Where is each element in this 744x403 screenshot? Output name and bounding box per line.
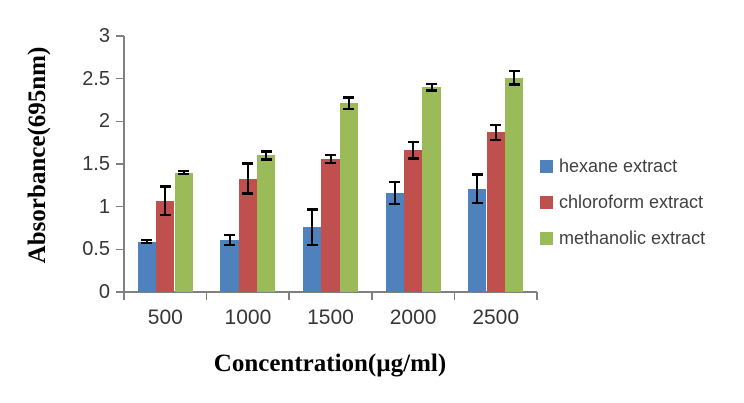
error-bar-cap-top-methanolic-extract-2500 [508, 69, 520, 73]
error-bar-cap-bottom-methanolic-extract-2000 [426, 89, 437, 92]
x-axis-title: Concentration(µg/ml) [213, 350, 447, 377]
y-tick-label: 1 [98, 195, 110, 218]
y-tick [116, 120, 124, 123]
error-bar-cap-top-chloroform-extract-1500 [325, 153, 336, 157]
error-bar-cap-bottom-hexane-extract-2500 [471, 201, 483, 205]
y-tick-label: 2.5 [82, 67, 110, 90]
error-bar-methanolic-extract-1000 [265, 151, 268, 160]
y-tick-label: 0.5 [82, 238, 110, 261]
error-bar-cap-bottom-methanolic-extract-1500 [343, 107, 355, 111]
y-tick-label: 2 [98, 110, 110, 133]
error-bar-hexane-extract-500 [145, 239, 148, 244]
error-bar-cap-bottom-chloroform-extract-1500 [325, 161, 336, 165]
error-bar-chloroform-extract-1500 [329, 154, 332, 164]
bar-chloroform-extract-2500 [486, 132, 505, 292]
x-category-label: 500 [147, 306, 183, 329]
error-bar-cap-bottom-hexane-extract-500 [141, 241, 153, 245]
y-tick [116, 163, 124, 165]
y-tick [116, 248, 124, 251]
bar-methanolic-extract-2500 [504, 77, 524, 292]
error-bar-cap-bottom-chloroform-extract-500 [159, 213, 171, 217]
error-bar-cap-top-hexane-extract-2000 [389, 180, 401, 184]
x-tick [536, 292, 538, 300]
x-category-label: 2000 [389, 306, 437, 329]
error-bar-hexane-extract-2000 [393, 181, 396, 205]
error-bar-cap-top-hexane-extract-1000 [224, 233, 235, 237]
x-tick [371, 292, 373, 300]
y-tick-label: 1.5 [82, 153, 110, 175]
x-category-label: 1500 [307, 306, 354, 329]
bar-hexane-extract-2500 [468, 188, 487, 292]
bar-chloroform-extract-500 [156, 200, 175, 292]
error-bar-cap-top-chloroform-extract-2000 [407, 140, 419, 144]
y-tick [116, 35, 124, 37]
error-bar-methanolic-extract-500 [182, 170, 185, 175]
error-bar-cap-top-methanolic-extract-1000 [260, 150, 272, 153]
error-bar-cap-top-hexane-extract-500 [141, 238, 153, 242]
bar-hexane-extract-500 [137, 241, 157, 292]
bar-methanolic-extract-1500 [339, 103, 359, 292]
error-bar-cap-top-methanolic-extract-2000 [426, 82, 437, 86]
error-bar-hexane-extract-1500 [311, 209, 314, 246]
error-bar-cap-bottom-hexane-extract-1500 [306, 243, 318, 247]
error-bar-cap-top-methanolic-extract-1500 [343, 96, 355, 99]
x-category-label: 2500 [472, 306, 520, 329]
error-bar-methanolic-extract-2000 [430, 83, 433, 91]
x-axis-line [124, 291, 537, 293]
error-bar-cap-bottom-methanolic-extract-2500 [508, 83, 520, 86]
bar-chloroform-extract-2000 [403, 150, 423, 292]
error-bar-cap-bottom-chloroform-extract-2000 [407, 157, 419, 160]
bar-methanolic-extract-2000 [422, 87, 441, 292]
bar-methanolic-extract-1000 [257, 155, 276, 292]
error-bar-cap-top-hexane-extract-2500 [471, 173, 483, 176]
error-bar-cap-bottom-hexane-extract-1000 [224, 243, 235, 247]
error-bar-cap-bottom-hexane-extract-2000 [389, 202, 401, 206]
error-bar-chloroform-extract-2000 [412, 141, 415, 159]
x-tick [288, 292, 290, 300]
error-bar-hexane-extract-1000 [228, 234, 231, 246]
error-bar-cap-bottom-chloroform-extract-2500 [490, 138, 502, 142]
bar-hexane-extract-2000 [385, 193, 404, 292]
y-tick-label: 3 [98, 25, 110, 47]
y-tick [116, 77, 124, 80]
y-tick-label: 0 [98, 281, 110, 303]
error-bar-cap-top-chloroform-extract-500 [159, 185, 171, 188]
error-bar-chloroform-extract-1000 [246, 163, 249, 194]
error-bar-cap-top-chloroform-extract-1000 [242, 162, 254, 165]
error-bar-cap-top-chloroform-extract-2500 [490, 123, 502, 127]
bar-hexane-extract-1500 [302, 227, 322, 292]
error-bar-chloroform-extract-500 [164, 186, 167, 216]
error-bar-cap-bottom-methanolic-extract-500 [178, 172, 190, 176]
error-bar-chloroform-extract-2500 [494, 124, 497, 141]
x-tick [453, 292, 456, 300]
bar-chloroform-extract-1500 [321, 158, 340, 292]
bar-chloroform-extract-1000 [238, 178, 258, 292]
error-bar-cap-top-hexane-extract-1500 [306, 208, 318, 211]
x-tick [123, 292, 125, 300]
error-bar-cap-top-methanolic-extract-500 [178, 169, 190, 173]
error-bar-hexane-extract-2500 [476, 174, 479, 204]
error-bar-cap-bottom-methanolic-extract-1000 [260, 158, 272, 161]
y-tick [116, 205, 124, 208]
error-bar-cap-bottom-chloroform-extract-1000 [242, 192, 254, 195]
x-category-label: 1000 [224, 306, 272, 329]
error-bar-methanolic-extract-1500 [347, 97, 350, 110]
x-tick [205, 292, 208, 300]
y-tick [116, 291, 124, 293]
bar-hexane-extract-1000 [220, 239, 239, 292]
bar-methanolic-extract-500 [174, 172, 193, 292]
y-axis-line [123, 36, 125, 299]
error-bar-methanolic-extract-2500 [513, 70, 516, 85]
